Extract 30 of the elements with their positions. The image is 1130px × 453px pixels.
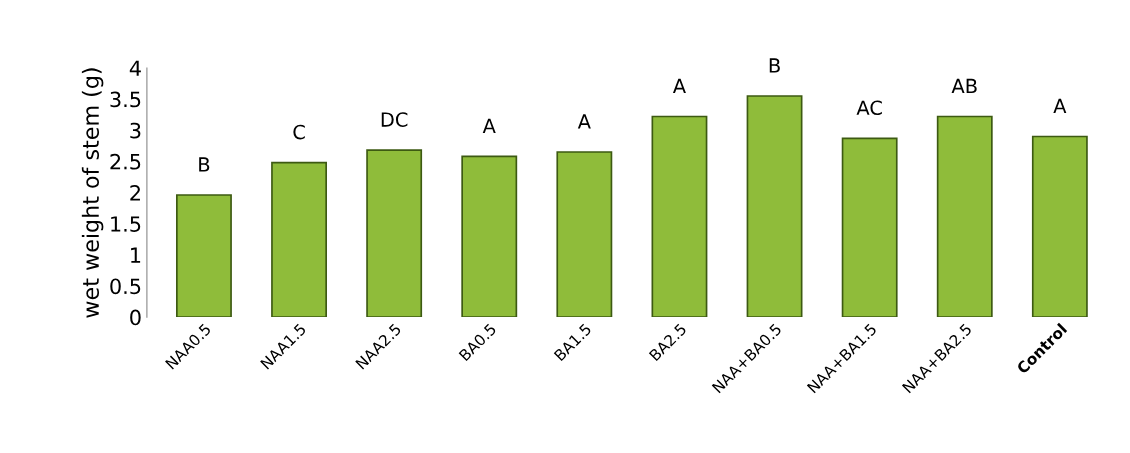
- data-label: A: [1053, 98, 1067, 113]
- bar: [651, 115, 708, 318]
- y-tick-label: 0.5: [110, 278, 141, 295]
- bar: [936, 115, 993, 318]
- bar: [841, 137, 898, 318]
- y-tick-label: 3: [130, 122, 141, 139]
- data-label: DC: [381, 112, 408, 127]
- data-label: B: [199, 157, 210, 172]
- data-label: A: [577, 114, 591, 129]
- bar: [556, 151, 613, 318]
- bar: [461, 155, 518, 318]
- y-tick-label: 1.5: [111, 216, 141, 232]
- y-tick-label: 2: [130, 184, 140, 201]
- y-tick-label: 4: [129, 60, 141, 76]
- data-label: A: [482, 118, 496, 133]
- y-axis-title: wet weight of stem (g): [81, 68, 104, 318]
- bar: [746, 95, 803, 318]
- data-label: AC: [856, 100, 882, 116]
- bar: [366, 149, 423, 318]
- bar: [176, 194, 232, 318]
- bar: [1031, 135, 1088, 318]
- data-label: AB: [951, 78, 977, 94]
- y-tick-label: 3.5: [110, 91, 141, 108]
- data-label: A: [672, 78, 686, 94]
- y-tick-label: 2.5: [110, 153, 141, 170]
- y-tick-label: 1: [131, 247, 141, 263]
- y-tick-label: 0: [130, 309, 141, 326]
- data-label: B: [769, 58, 780, 73]
- data-label: C: [293, 124, 305, 140]
- bar: [271, 161, 327, 318]
